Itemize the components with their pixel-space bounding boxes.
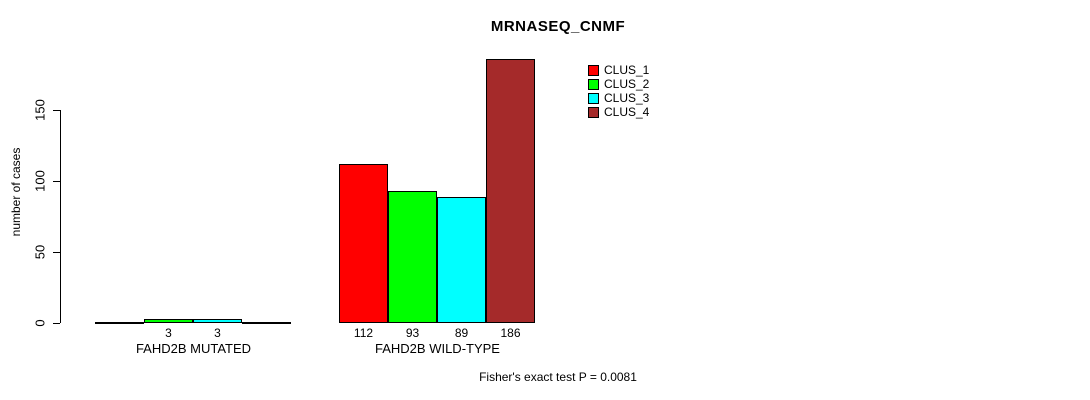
legend-swatch-icon bbox=[588, 106, 599, 118]
group-label-mutated: FAHD2B MUTATED bbox=[135, 341, 252, 356]
legend-item-clus_2: CLUS_2 bbox=[588, 77, 649, 91]
chart-title: MRNASEQ_CNMF bbox=[490, 18, 626, 35]
bar-value-label-clus_2-group1: 3 bbox=[165, 326, 172, 340]
y-tick-label-100: 100 bbox=[32, 170, 48, 192]
bar-clus_3-group2 bbox=[437, 197, 486, 323]
bar-clus_2-group1 bbox=[144, 319, 193, 323]
y-tick-150 bbox=[53, 110, 60, 111]
bar-value-label-clus_3-group2: 89 bbox=[454, 326, 469, 340]
bar-clus_3-group1 bbox=[193, 319, 242, 323]
legend-item-clus_4: CLUS_4 bbox=[588, 105, 649, 119]
bar-clus_1-group2 bbox=[339, 164, 388, 323]
y-tick-label-50: 50 bbox=[32, 244, 48, 260]
bar-clus_4-group2 bbox=[486, 59, 535, 323]
y-tick-label-150: 150 bbox=[32, 99, 48, 121]
y-axis-line bbox=[60, 110, 61, 323]
legend-label: CLUS_3 bbox=[604, 91, 650, 105]
legend-swatch-icon bbox=[588, 78, 599, 90]
bar-value-label-clus_4-group2: 186 bbox=[500, 326, 521, 340]
bar-value-label-clus_2-group2: 93 bbox=[405, 326, 420, 340]
legend-swatch-icon bbox=[588, 92, 599, 104]
y-tick-label-0: 0 bbox=[32, 319, 48, 327]
bar-clus_4-group1 bbox=[242, 322, 291, 324]
legend-label: CLUS_1 bbox=[604, 63, 650, 77]
y-axis-title: number of cases bbox=[9, 147, 23, 237]
bar-clus_1-group1 bbox=[95, 322, 144, 324]
bar-value-label-clus_1-group2: 112 bbox=[353, 326, 374, 340]
group-label-wild-type: FAHD2B WILD-TYPE bbox=[375, 341, 500, 356]
bar-clus_2-group2 bbox=[388, 191, 437, 323]
legend-swatch-icon bbox=[588, 64, 599, 76]
fisher-test-note: Fisher's exact test P = 0.0081 bbox=[479, 370, 637, 384]
legend: CLUS_1 CLUS_2 CLUS_3 CLUS_4 bbox=[588, 63, 649, 119]
legend-item-clus_1: CLUS_1 bbox=[588, 63, 649, 77]
bar-value-label-clus_3-group1: 3 bbox=[214, 326, 221, 340]
y-tick-0 bbox=[53, 323, 60, 324]
y-tick-50 bbox=[53, 252, 60, 253]
legend-label: CLUS_4 bbox=[604, 105, 650, 119]
legend-label: CLUS_2 bbox=[604, 77, 650, 91]
y-tick-100 bbox=[53, 181, 60, 182]
legend-item-clus_3: CLUS_3 bbox=[588, 91, 649, 105]
